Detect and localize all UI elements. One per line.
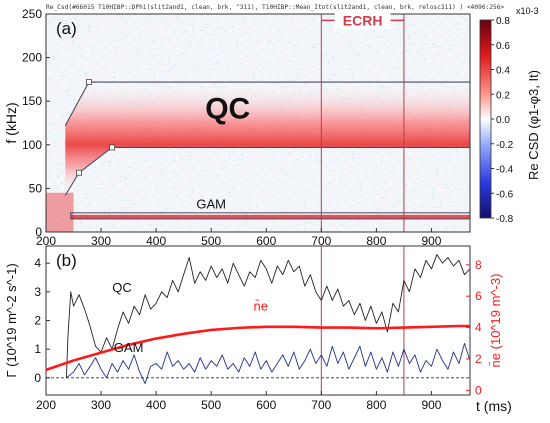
y-tick-label: 250 <box>22 7 42 21</box>
panel-label: (a) <box>56 19 77 38</box>
colorbar-gradient <box>479 19 492 219</box>
colorbar-tick-label: 0.4 <box>496 66 510 77</box>
panel-label: (b) <box>56 251 77 270</box>
ecrh-label-background <box>334 11 391 30</box>
ecrh-label: ECRH <box>343 12 383 28</box>
flux-axes: 200 300 400 500 600 700 800 900 0 1 2 3 4 0 2 4 6 8 t (ms)… <box>4 256 512 414</box>
y-right-tick-label: 8 <box>475 258 482 272</box>
flux-panel: 200 300 400 500 600 700 800 900 0 1 2 3 4 0 2 4 6 8 t (ms)… <box>4 245 512 414</box>
x-tick-label: 200 <box>36 398 56 412</box>
boundary-node <box>86 79 92 85</box>
x-tick-label: 600 <box>256 398 276 412</box>
x-tick-label: 500 <box>201 398 221 412</box>
gam-label: GAM <box>196 196 226 211</box>
colorbar-multiplier: x10-3 <box>516 6 539 16</box>
qc-curve-label: QC <box>112 280 132 295</box>
y-left-tick-label: 4 <box>34 256 41 270</box>
x-tick-label: 800 <box>366 398 386 412</box>
x-tick-label: 400 <box>146 398 166 412</box>
x-tick-label: 700 <box>311 398 331 412</box>
gam-curve-label: GAM <box>114 340 144 355</box>
colorbar-label: Re CSD (φ1-φ3, It) <box>526 70 541 180</box>
flux-series <box>45 254 471 384</box>
qc-band-upper-boundary <box>64 81 470 126</box>
x-tick-label: 600 <box>256 234 276 248</box>
spectrogram-panel: 200 300 400 500 600 700 800 900 0 50 100 150 200 250 f… <box>3 6 541 248</box>
qc-band-lower-boundary <box>64 146 470 196</box>
x-axis-label: t (ms) <box>476 398 512 414</box>
gam-band-fill <box>70 214 470 219</box>
y-right-axis-label: n̄e (10^19 m^-3) <box>488 274 503 368</box>
y-right-tick-label: 4 <box>475 321 482 335</box>
colorbar-tick-label: -0.2 <box>496 140 514 151</box>
y-left-tick-label: 3 <box>34 285 41 299</box>
y-tick-label: 150 <box>22 94 42 108</box>
y-right-tick-label: 0 <box>475 383 482 397</box>
y-right-tick-label: 6 <box>475 289 482 303</box>
low-frequency-region <box>46 192 74 232</box>
x-tick-label: 300 <box>91 234 111 248</box>
y-left-tick-label: 2 <box>34 314 41 328</box>
y-left-tick-label: 0 <box>34 371 41 385</box>
y-tick-label: 0 <box>35 225 42 239</box>
colorbar-tick-label: 0.8 <box>496 16 510 27</box>
x-tick-label: 500 <box>201 234 221 248</box>
qc-label: QC <box>205 93 250 126</box>
colorbar: 0.8 0.6 0.4 0.2 0.0 -0.2 -0.4 -0.6 -0.8 x10-3 R… <box>479 6 541 225</box>
gam-flux-line <box>66 342 471 384</box>
colorbar-tick-label: 0.2 <box>496 90 510 101</box>
colorbar-tick-label: -0.8 <box>496 214 514 225</box>
x-tick-label: 700 <box>311 234 331 248</box>
colorbar-tick-label: 0.0 <box>496 115 510 126</box>
x-tick-label: 900 <box>421 234 441 248</box>
colorbar-tick-label: -0.6 <box>496 189 514 200</box>
x-tick-label: 200 <box>36 234 56 248</box>
colorbar-tick-label: -0.4 <box>496 165 514 176</box>
figure-header: Re_Csd(#66015 T10HIBP::DPhi(slit2and1, c… <box>46 4 504 11</box>
density-curve-label: n̄e <box>254 298 268 313</box>
flux-annotations: (b) QC GAM n̄e <box>56 251 268 355</box>
y-left-axis-label: Γ (10^19 m^-2 s^-1) <box>4 263 19 377</box>
flux-reference-lines <box>46 246 470 395</box>
spectrogram-frame <box>45 13 471 233</box>
y-tick-label: 100 <box>22 138 42 152</box>
qc-band-fill <box>65 82 470 196</box>
x-tick-label: 400 <box>146 234 166 248</box>
spectrogram-axes: 200 300 400 500 600 700 800 900 0 50 100 150 200 250 f… <box>3 7 442 248</box>
x-tick-label: 300 <box>91 398 111 412</box>
colorbar-tick-label: 0.6 <box>496 41 510 52</box>
y-axis-label: f (kHz) <box>3 102 19 143</box>
boundary-node <box>76 169 82 176</box>
x-tick-label: 900 <box>421 398 441 412</box>
qc-flux-line <box>65 254 471 378</box>
density-line <box>45 324 470 372</box>
y-tick-label: 200 <box>22 51 42 65</box>
y-right-tick-label: 2 <box>475 352 482 366</box>
boundary-node <box>109 144 115 151</box>
x-tick-label: 800 <box>366 234 386 248</box>
y-tick-label: 50 <box>29 181 43 195</box>
y-left-tick-label: 1 <box>34 342 41 356</box>
spectrogram-annotations: (a) QC GAM ECRH <box>56 11 404 211</box>
